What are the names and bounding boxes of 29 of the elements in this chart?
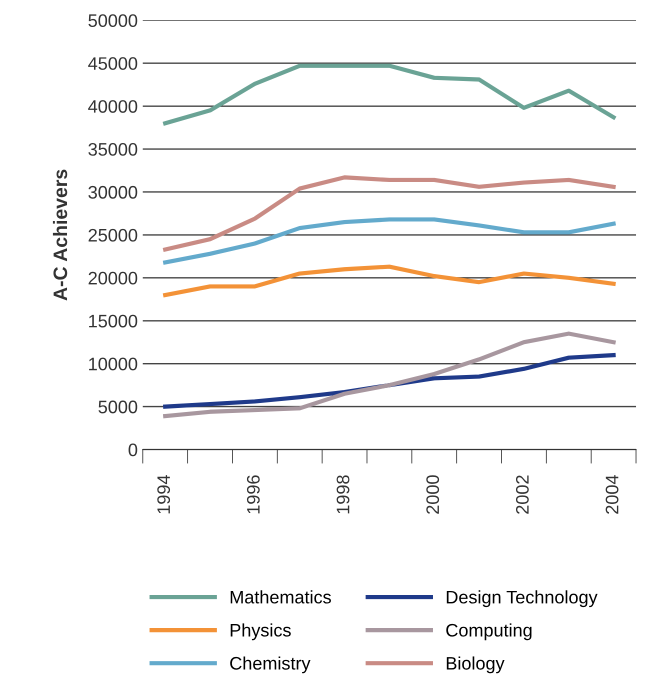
legend-label: Chemistry: [230, 656, 310, 674]
y-tick-label: 45000: [88, 57, 138, 70]
legend-label: Biology: [446, 656, 505, 674]
y-tick-label: 0: [128, 443, 138, 456]
y-tick-label: 50000: [88, 14, 138, 27]
legend-label: Mathematics: [230, 590, 331, 604]
y-tick-label: 15000: [89, 314, 138, 328]
line-series: [163, 332, 616, 418]
x-tick-label: 2000: [426, 475, 440, 514]
x-tick-label: 1998: [336, 475, 350, 514]
y-tick-label: 40000: [88, 100, 138, 113]
y-tick-label: 10000: [89, 358, 138, 370]
x-tick-label: 1994: [157, 475, 170, 514]
y-tick-label: 30000: [88, 186, 138, 199]
legend-label: Design Technology: [446, 590, 598, 608]
y-tick-label: 5000: [98, 400, 138, 414]
line-series: [163, 175, 616, 252]
line-series: [163, 64, 616, 126]
y-tick-label: 25000: [88, 228, 138, 242]
x-tick-label: 1996: [246, 475, 260, 514]
legend-label: Physics: [230, 623, 291, 640]
x-tick-label: 2002: [516, 475, 529, 514]
x-tick-label: 2004: [606, 475, 618, 514]
line-series: [163, 264, 616, 298]
line-series: [163, 217, 616, 264]
legend-label: Computing: [446, 623, 532, 640]
y-axis-title: A-C Achievers: [52, 170, 68, 301]
y-tick-label: 20000: [88, 272, 138, 285]
y-tick-label: 35000: [88, 142, 138, 156]
